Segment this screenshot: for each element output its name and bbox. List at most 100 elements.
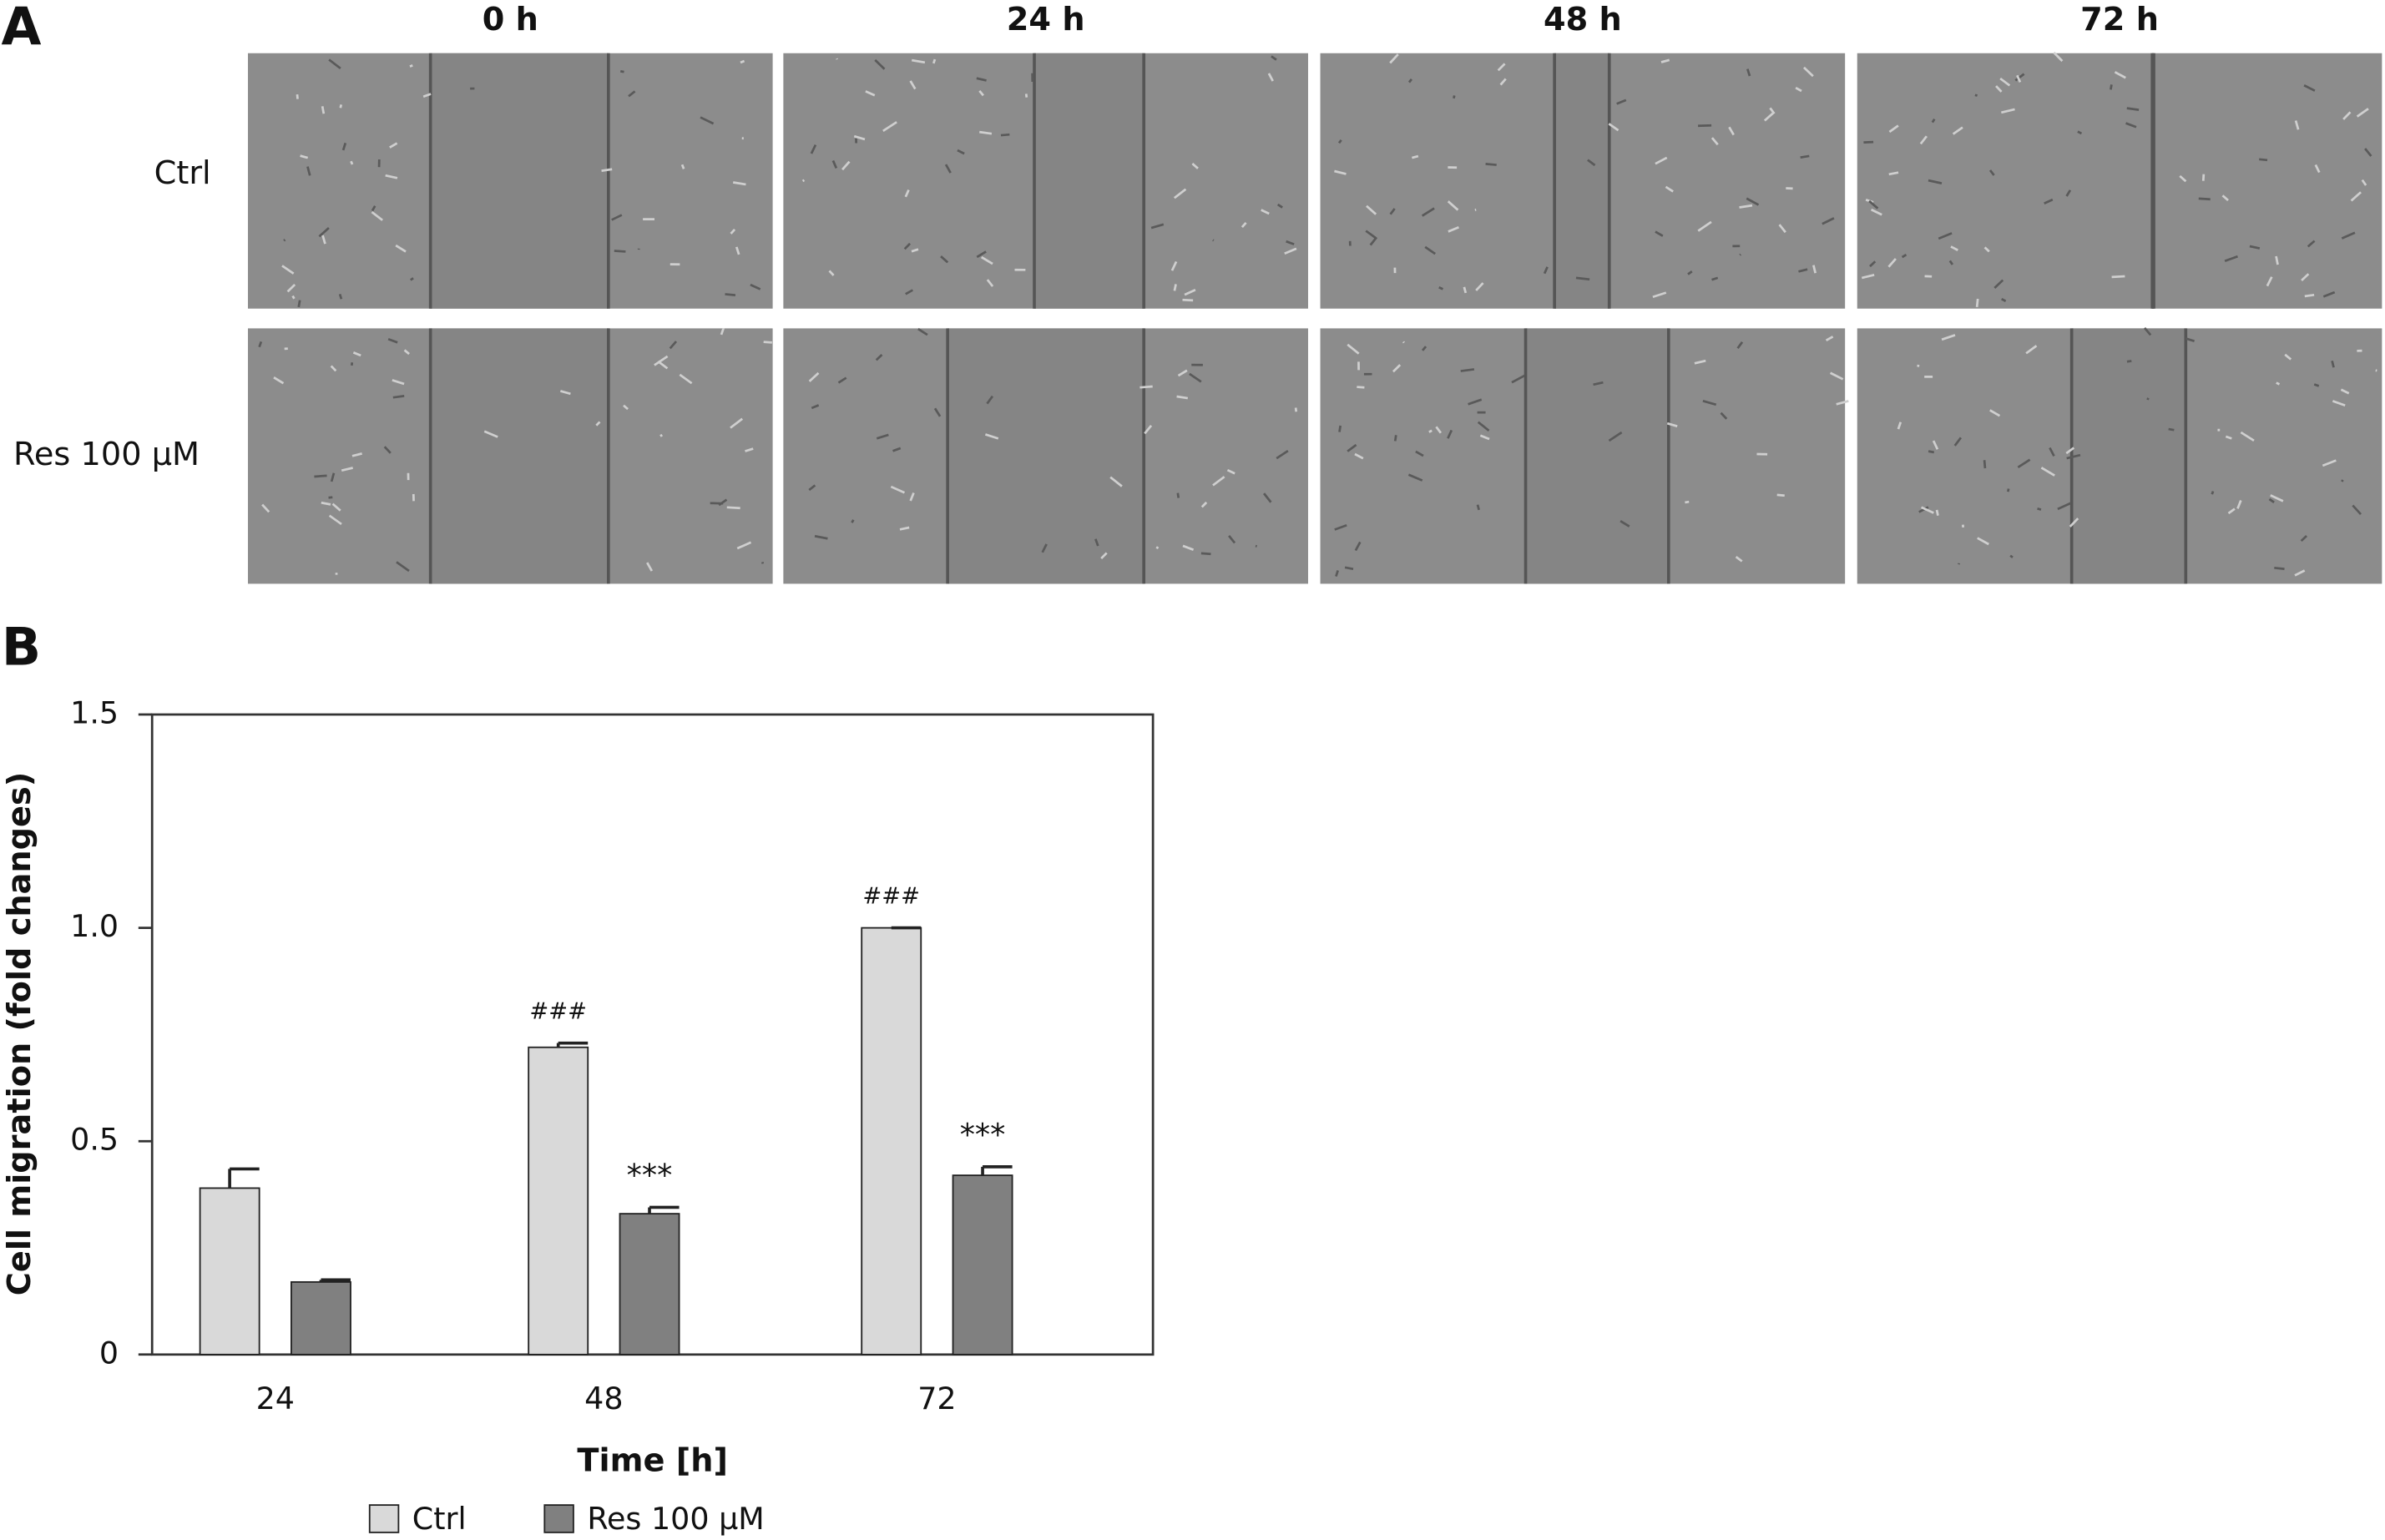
cell — [2146, 397, 2150, 401]
cell — [2185, 337, 2195, 342]
cell — [1393, 435, 1397, 442]
cell — [2077, 130, 2083, 135]
cell — [1974, 93, 1978, 97]
cell — [1200, 501, 1208, 508]
wound-area — [947, 328, 1144, 584]
cell — [1144, 424, 1153, 435]
cell — [1468, 398, 1483, 406]
cell — [291, 295, 296, 300]
cell — [1931, 118, 1936, 124]
cell — [258, 341, 263, 348]
cell — [1182, 544, 1195, 551]
cell — [1711, 276, 1719, 281]
cell — [619, 70, 624, 73]
cell — [2227, 507, 2236, 515]
cell — [328, 58, 341, 70]
cell — [1173, 284, 1177, 291]
cell — [1392, 364, 1402, 373]
cell — [422, 93, 432, 98]
cell — [371, 205, 376, 212]
cell — [1888, 171, 1899, 176]
cell — [1100, 552, 1108, 560]
cell — [1694, 359, 1706, 365]
cell — [2303, 84, 2316, 92]
cell — [559, 390, 571, 396]
cell — [1871, 208, 1882, 216]
cell — [601, 168, 613, 172]
column-label: 48 h — [1544, 1, 1622, 38]
cell — [2040, 467, 2055, 477]
column-label: 24 h — [1007, 1, 1085, 38]
cell — [875, 353, 883, 361]
cell — [984, 433, 999, 440]
cell — [944, 164, 952, 174]
cell — [614, 250, 626, 253]
cell — [1335, 570, 1339, 577]
cell — [646, 562, 654, 572]
cell — [1593, 381, 1604, 386]
cell — [2361, 179, 2367, 186]
cell — [1109, 476, 1123, 487]
cell — [1476, 504, 1480, 511]
cell — [623, 404, 629, 411]
cell — [2025, 345, 2038, 355]
cell — [1800, 154, 1810, 159]
cell — [338, 294, 343, 300]
cell — [1769, 107, 1776, 114]
cell — [2314, 164, 2321, 174]
cell — [2037, 507, 2042, 511]
cell — [841, 160, 851, 171]
cell — [2236, 500, 2242, 509]
cell — [273, 376, 285, 385]
cell — [657, 360, 669, 370]
cell — [876, 433, 889, 440]
cell — [1212, 239, 1215, 242]
cell — [1575, 276, 1590, 281]
bar — [199, 1187, 260, 1356]
cell — [1191, 162, 1199, 169]
cell — [1226, 468, 1235, 475]
cell — [1447, 429, 1453, 439]
cell — [1347, 443, 1357, 452]
cell — [1983, 460, 1987, 469]
cell — [2044, 198, 2054, 204]
cell — [1660, 58, 1670, 63]
cell — [2322, 459, 2337, 467]
panel-label: A — [2, 0, 42, 58]
column-label: 0 h — [483, 1, 538, 38]
cell — [1354, 541, 1362, 552]
cell — [2300, 535, 2307, 543]
cell — [1803, 66, 1814, 78]
wound-area — [1525, 328, 1669, 584]
cell — [1150, 223, 1165, 230]
cell — [403, 349, 410, 356]
cell — [2352, 504, 2362, 516]
cell — [1094, 538, 1099, 547]
cell — [2057, 502, 2072, 511]
cell — [1228, 535, 1236, 544]
cell — [2049, 447, 2055, 457]
cell — [909, 80, 917, 90]
bar — [952, 1174, 1013, 1356]
cell — [853, 134, 866, 141]
cell — [911, 248, 919, 253]
cell — [1795, 87, 1802, 93]
cell — [2065, 447, 2075, 455]
cell — [1334, 523, 1347, 531]
cell — [1822, 217, 1835, 225]
x-tick-label: 24 — [256, 1381, 295, 1416]
cell — [1460, 368, 1475, 372]
cell — [321, 235, 326, 245]
cell — [1746, 197, 1760, 206]
cell — [1463, 286, 1468, 294]
cell — [2356, 108, 2369, 118]
cell — [2313, 383, 2320, 387]
wound-area — [1554, 53, 1609, 309]
cell — [1407, 78, 1413, 83]
cell — [732, 181, 746, 186]
cell — [395, 244, 407, 253]
cell — [1337, 139, 1342, 144]
cell — [1897, 422, 1902, 430]
cell — [1366, 204, 1377, 215]
cell — [1863, 140, 1874, 144]
